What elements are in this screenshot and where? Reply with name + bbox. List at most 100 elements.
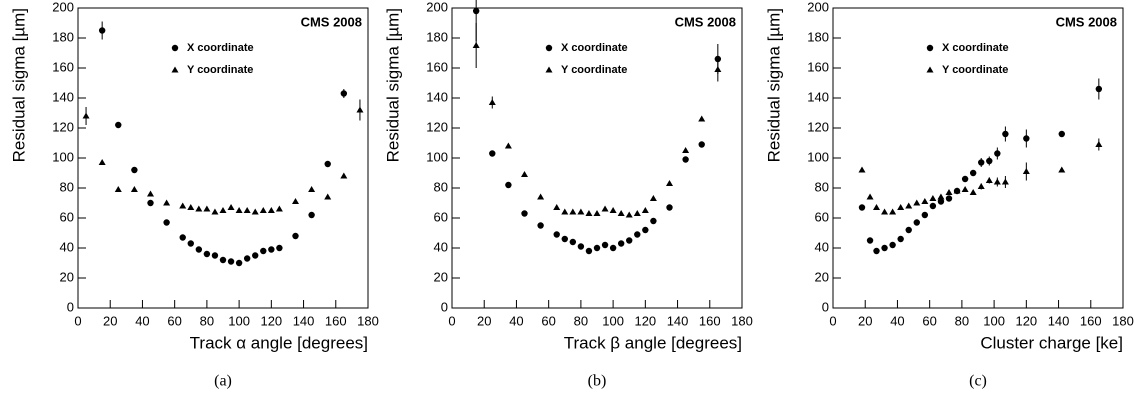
panel: 0 20 40 60 80 100 120 140 160 180 0 20 40 60 80 100 120 1…	[383, 0, 753, 390]
triangle-marker	[649, 195, 657, 201]
legend-label: X coordinate	[942, 42, 1009, 54]
triangle-marker	[195, 205, 203, 212]
triangle-marker	[243, 207, 251, 213]
circle-marker	[276, 244, 283, 252]
legend-label: Y coordinate	[187, 64, 253, 76]
triangle-marker	[267, 207, 275, 213]
y-axis-label: Residual sigma [µm]	[764, 8, 783, 162]
y-tick-label: 180	[52, 29, 74, 44]
circle-marker	[324, 160, 331, 168]
y-tick-label: 60	[434, 209, 448, 224]
x-axis-label: Cluster charge [ke]	[980, 333, 1123, 352]
x-tick-label: 40	[135, 313, 149, 328]
triangle-marker	[1095, 141, 1103, 147]
x-tick-label: 40	[890, 313, 904, 328]
x-tick-label: 100	[983, 313, 1005, 328]
triangle-marker	[163, 199, 171, 206]
triangle-marker	[905, 202, 913, 209]
circle-marker	[873, 247, 880, 255]
circle-marker	[308, 211, 315, 219]
y-tick-label: 20	[434, 269, 448, 284]
triangle-marker	[617, 210, 625, 216]
triangle-marker	[504, 142, 512, 149]
y-axis-label: Residual sigma [µm]	[383, 8, 402, 162]
circle-marker	[115, 121, 122, 129]
circle-marker	[1095, 85, 1103, 93]
circle-marker	[698, 141, 705, 148]
triangle-marker	[937, 193, 945, 200]
x-tick-label: 160	[325, 313, 347, 328]
circle-marker	[163, 219, 170, 226]
circle-marker	[187, 240, 194, 247]
triangle-marker	[308, 186, 316, 192]
circle-marker	[913, 219, 920, 226]
x-tick-label: 60	[922, 313, 936, 328]
circle-marker	[147, 199, 154, 207]
y-tick-label: 20	[815, 269, 829, 284]
circle-marker	[521, 210, 528, 217]
legend-marker	[545, 66, 553, 73]
legend-marker	[171, 44, 179, 52]
triangle-marker	[537, 193, 545, 200]
x-tick-label: 20	[477, 313, 491, 328]
triangle-marker	[897, 204, 905, 210]
triangle-marker	[324, 193, 332, 200]
circle-marker	[978, 159, 985, 166]
circle-marker	[642, 226, 649, 234]
y-tick-label: 60	[815, 209, 829, 224]
x-tick-label: 0	[74, 313, 81, 328]
circle-marker	[1023, 135, 1030, 142]
circle-marker	[617, 240, 625, 247]
circle-marker	[897, 235, 904, 243]
legend-label: Y coordinate	[942, 64, 1008, 76]
circle-marker	[340, 90, 348, 97]
x-tick-label: 20	[103, 313, 117, 328]
y-tick-label: 200	[426, 0, 448, 14]
triangle-marker	[641, 207, 649, 213]
y-tick-label: 40	[815, 239, 829, 254]
triangle-marker	[211, 208, 219, 215]
x-tick-label: 20	[858, 313, 872, 328]
triangle-marker	[553, 204, 561, 210]
legend-marker	[545, 44, 553, 52]
y-tick-label: 100	[807, 149, 829, 164]
y-tick-label: 120	[807, 119, 829, 134]
circle-marker	[634, 231, 641, 238]
legend-label: X coordinate	[561, 42, 628, 54]
circle-marker	[179, 234, 186, 241]
triangle-marker	[521, 171, 528, 177]
y-tick-label: 160	[52, 59, 74, 74]
triangle-marker	[219, 207, 227, 213]
circle-marker	[561, 235, 568, 243]
circle-marker	[292, 232, 299, 240]
triangle-marker	[569, 208, 577, 215]
circle-marker	[666, 204, 673, 211]
triangle-marker	[203, 205, 211, 212]
triangle-marker	[340, 172, 348, 179]
circle-marker	[609, 244, 617, 252]
y-tick-label: 180	[807, 29, 829, 44]
caption: (a)	[214, 373, 232, 390]
y-tick-label: 80	[434, 179, 448, 194]
y-tick-label: 80	[815, 179, 829, 194]
x-tick-label: 140	[293, 313, 315, 328]
y-tick-label: 120	[52, 119, 74, 134]
y-tick-label: 20	[60, 269, 74, 284]
circle-marker	[1002, 130, 1009, 138]
x-tick-label: 0	[829, 313, 836, 328]
circle-marker	[858, 204, 866, 211]
circle-marker	[569, 238, 577, 246]
triangle-marker	[601, 205, 609, 212]
triangle-marker	[609, 207, 617, 213]
circle-marker	[682, 156, 689, 163]
y-tick-label: 0	[67, 299, 74, 314]
circle-marker	[203, 250, 211, 258]
triangle-marker	[889, 208, 897, 215]
circle-marker	[268, 246, 275, 253]
triangle-marker	[858, 166, 866, 173]
circle-marker	[866, 237, 874, 244]
triangle-marker	[633, 210, 641, 216]
triangle-marker	[625, 211, 633, 218]
triangle-marker	[698, 115, 706, 122]
